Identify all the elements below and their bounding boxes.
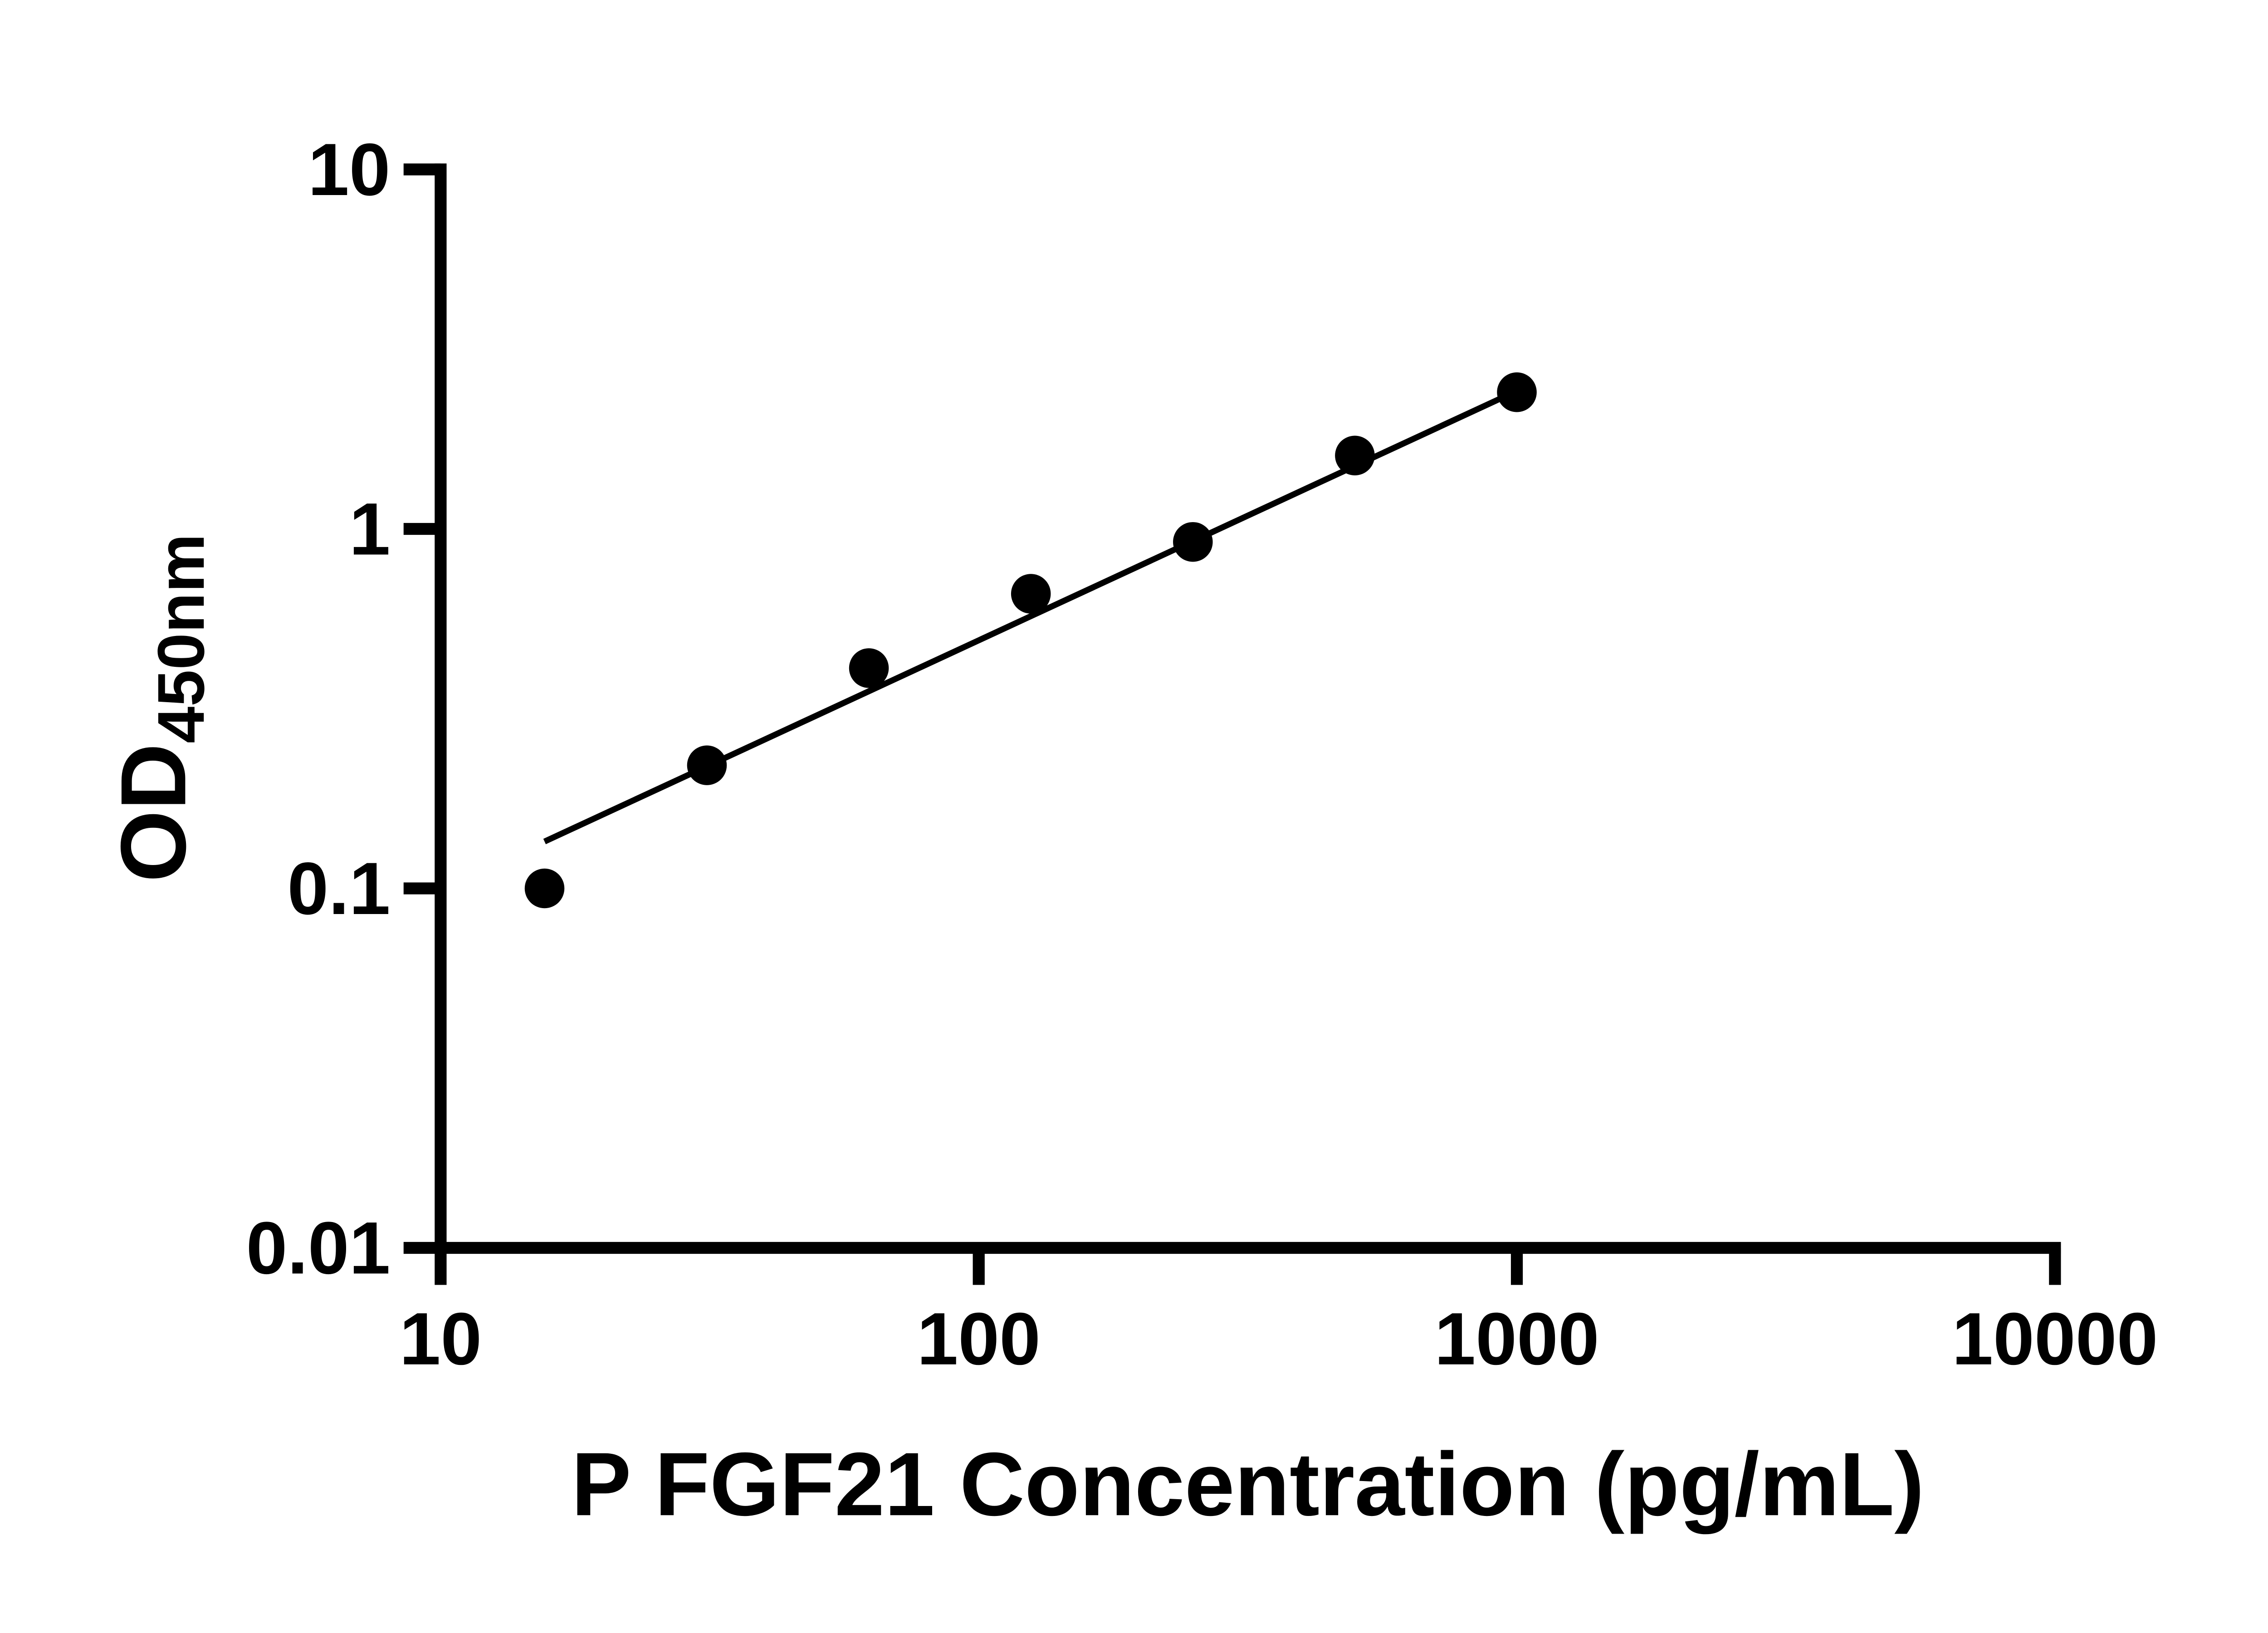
y-tick-label: 10 — [308, 128, 391, 211]
x-tick-label: 10000 — [1952, 1297, 2158, 1380]
y-tick-label: 1 — [349, 488, 391, 571]
y-tick-label: 0.01 — [246, 1206, 391, 1289]
data-point — [1173, 522, 1213, 562]
y-tick-label: 0.1 — [287, 847, 390, 930]
data-point — [524, 868, 565, 909]
x-tick-label: 1000 — [1434, 1297, 1599, 1380]
x-axis-title: P FGF21 Concentration (pg/mL) — [571, 1434, 1924, 1535]
x-tick-label: 100 — [917, 1297, 1041, 1380]
data-point — [1335, 435, 1375, 475]
data-point — [849, 648, 889, 688]
data-point — [687, 745, 727, 785]
y-axis-title: OD450nm — [102, 534, 218, 882]
data-point — [1497, 372, 1537, 412]
data-point — [1011, 574, 1051, 614]
x-tick-label: 10 — [400, 1297, 482, 1380]
y-axis-title-sub: 450nm — [144, 534, 218, 743]
y-axis-title-main: OD — [102, 743, 205, 882]
